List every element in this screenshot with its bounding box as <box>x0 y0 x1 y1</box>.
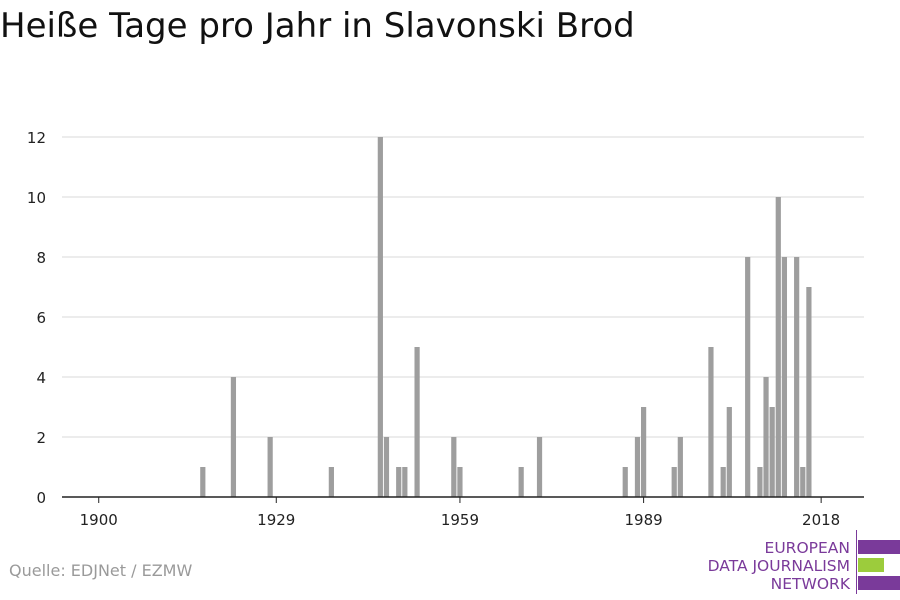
bar-2000 <box>708 347 714 497</box>
bar-2006 <box>745 257 751 497</box>
x-tick-label: 1989 <box>625 511 663 529</box>
logo-line-2: DATA JOURNALISM <box>707 557 850 575</box>
bar-1950 <box>402 467 408 497</box>
logo-line-1: EUROPEAN <box>764 539 850 557</box>
bar-1952 <box>414 347 420 497</box>
y-tick-label: 8 <box>36 249 46 267</box>
x-tick-label: 1900 <box>80 511 118 529</box>
x-axis-ticks: 1900 1929 1959 1989 2018 <box>80 497 840 529</box>
bar-2016 <box>806 287 812 497</box>
bar-1946 <box>377 137 383 497</box>
bar-1922 <box>230 377 237 497</box>
y-tick-label: 6 <box>36 309 46 327</box>
bar-1989 <box>641 407 647 497</box>
edjnet-logo: EUROPEAN DATA JOURNALISM NETWORK <box>700 530 900 600</box>
bars <box>200 137 812 497</box>
bar-1988 <box>634 437 641 497</box>
y-tick-label: 4 <box>36 369 46 387</box>
gridlines <box>62 136 864 438</box>
bar-2014 <box>794 257 800 497</box>
x-tick-label: 1959 <box>441 511 479 529</box>
bar-2011 <box>775 197 781 497</box>
y-tick-label: 10 <box>27 189 46 207</box>
bar-2002 <box>720 467 726 497</box>
bar-1928 <box>267 437 273 497</box>
x-tick-label: 2018 <box>802 511 840 529</box>
bar-1969 <box>518 467 524 497</box>
y-tick-label: 12 <box>27 129 46 147</box>
bar-2010 <box>769 407 775 497</box>
y-axis-ticks: 0 2 4 6 8 10 12 <box>27 129 46 507</box>
source-note: Quelle: EDJNet / EZMW <box>9 561 193 580</box>
bar-chart: 0 2 4 6 8 10 12 1900 1929 1959 1989 2018 <box>27 129 864 529</box>
bar-2012 <box>781 257 788 497</box>
bar-1995 <box>677 437 683 497</box>
chart-title: Heiße Tage pro Jahr in Slavonski Brod <box>0 6 635 46</box>
bar-2003 <box>726 407 732 497</box>
bar-1959 <box>457 467 463 497</box>
logo-line-3: NETWORK <box>770 575 850 593</box>
x-tick-label: 1929 <box>257 511 295 529</box>
bar-2008 <box>757 467 763 497</box>
logo-divider <box>856 530 857 594</box>
logo-bar-green <box>858 558 884 572</box>
bar-2009 <box>763 377 769 497</box>
bar-1947 <box>383 437 390 497</box>
bar-1994 <box>671 467 677 497</box>
logo-bar-purple-top <box>858 540 900 554</box>
bar-1917 <box>200 467 206 497</box>
y-tick-label: 0 <box>36 489 46 507</box>
bar-2015 <box>800 467 806 497</box>
y-tick-label: 2 <box>36 429 46 447</box>
bar-1949 <box>396 467 402 497</box>
logo-bar-purple-bottom <box>858 576 900 590</box>
bar-1972 <box>536 437 543 497</box>
bar-1986 <box>622 467 628 497</box>
bar-1938 <box>328 467 334 497</box>
bar-1958 <box>451 437 457 497</box>
